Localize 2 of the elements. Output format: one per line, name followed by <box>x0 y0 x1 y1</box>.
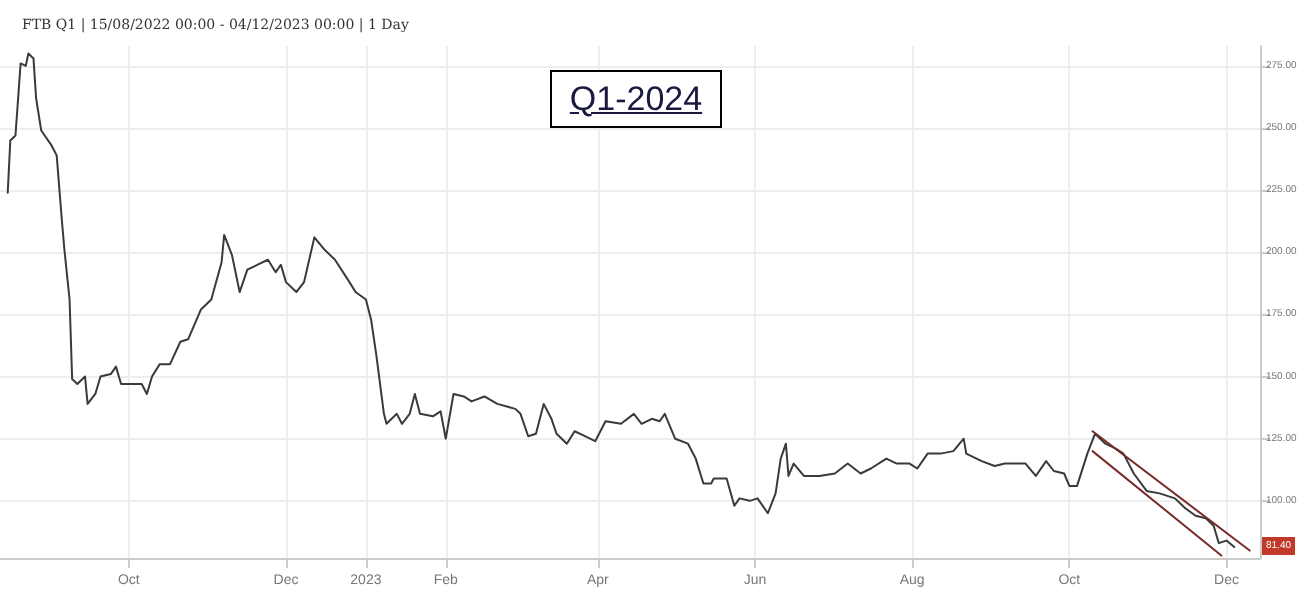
line-series <box>6 52 1236 549</box>
annotation: Q1-2024 <box>550 70 722 128</box>
